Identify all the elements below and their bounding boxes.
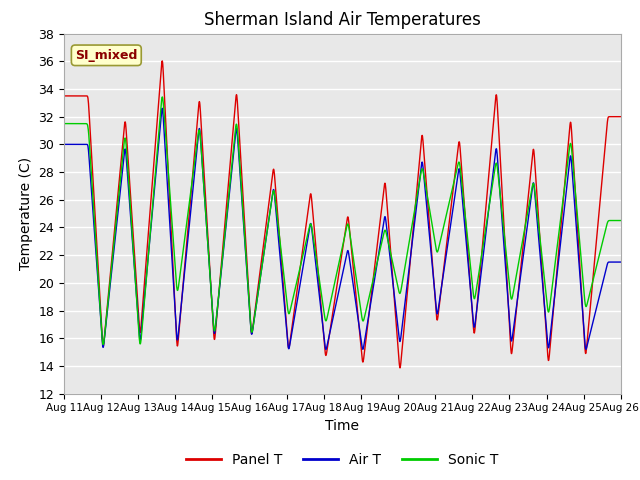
Air T bbox=[60, 142, 68, 147]
Line: Sonic T: Sonic T bbox=[64, 97, 621, 345]
Air T bbox=[505, 306, 513, 312]
Sonic T bbox=[568, 151, 576, 156]
Panel T bbox=[371, 263, 379, 268]
Panel T bbox=[359, 359, 367, 364]
Panel T bbox=[617, 114, 625, 120]
Panel T bbox=[216, 283, 223, 288]
Panel T bbox=[60, 93, 68, 99]
Sonic T bbox=[617, 217, 625, 223]
Legend: Panel T, Air T, Sonic T: Panel T, Air T, Sonic T bbox=[181, 447, 504, 472]
Panel T bbox=[568, 136, 576, 142]
Air T bbox=[584, 341, 591, 347]
Y-axis label: Temperature (C): Temperature (C) bbox=[19, 157, 33, 270]
Air T bbox=[371, 273, 379, 279]
Sonic T bbox=[371, 268, 379, 274]
Panel T bbox=[159, 58, 166, 64]
Air T bbox=[359, 347, 367, 352]
Sonic T bbox=[584, 300, 591, 305]
Text: SI_mixed: SI_mixed bbox=[75, 49, 138, 62]
Sonic T bbox=[99, 342, 107, 348]
Air T bbox=[568, 167, 576, 173]
Sonic T bbox=[60, 120, 68, 126]
Sonic T bbox=[216, 281, 223, 287]
Sonic T bbox=[505, 275, 513, 280]
Panel T bbox=[584, 335, 591, 340]
Line: Air T: Air T bbox=[64, 108, 621, 349]
Title: Sherman Island Air Temperatures: Sherman Island Air Temperatures bbox=[204, 11, 481, 29]
Air T bbox=[617, 259, 625, 265]
Sonic T bbox=[359, 318, 367, 324]
Panel T bbox=[396, 365, 404, 371]
Line: Panel T: Panel T bbox=[64, 61, 621, 368]
X-axis label: Time: Time bbox=[325, 419, 360, 433]
Air T bbox=[322, 347, 330, 352]
Air T bbox=[216, 286, 223, 291]
Sonic T bbox=[159, 94, 166, 100]
Air T bbox=[159, 106, 166, 111]
Panel T bbox=[505, 307, 513, 313]
